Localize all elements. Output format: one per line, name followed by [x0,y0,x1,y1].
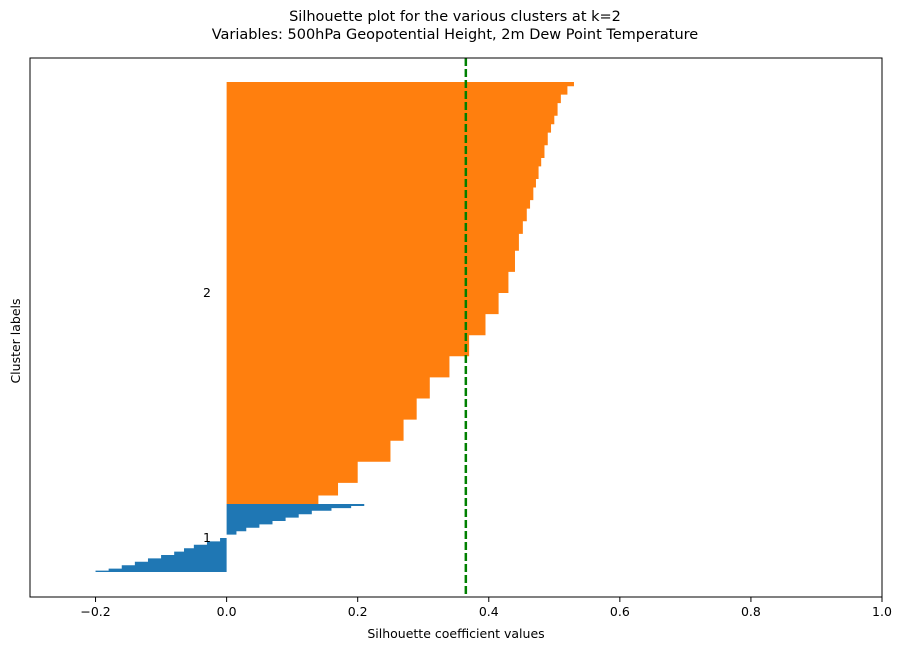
x-axis-label: Silhouette coefficient values [367,626,544,641]
chart-title-line1: Silhouette plot for the various clusters… [289,9,621,25]
x-tick-label: 0.0 [217,604,237,619]
x-tick-label: 0.2 [348,604,368,619]
x-tick-label: −0.2 [80,604,110,619]
cluster-1-silhouette [92,504,365,572]
cluster-2-silhouette [226,82,574,504]
x-axis-ticks: −0.2 0.0 0.2 0.4 0.6 0.8 1.0 [80,597,892,619]
cluster-label-2: 2 [203,285,211,300]
x-tick-label: 0.4 [479,604,499,619]
y-axis-label: Cluster labels [8,298,23,383]
cluster-label-1: 1 [203,530,211,545]
x-tick-label: 0.8 [741,604,761,619]
x-tick-label: 0.6 [610,604,630,619]
cluster-labels: 12 [203,285,211,545]
x-tick-label: 1.0 [872,604,892,619]
chart-title-line2: Variables: 500hPa Geopotential Height, 2… [212,27,699,43]
plot-frame [29,57,883,598]
silhouette-bars [92,82,574,572]
